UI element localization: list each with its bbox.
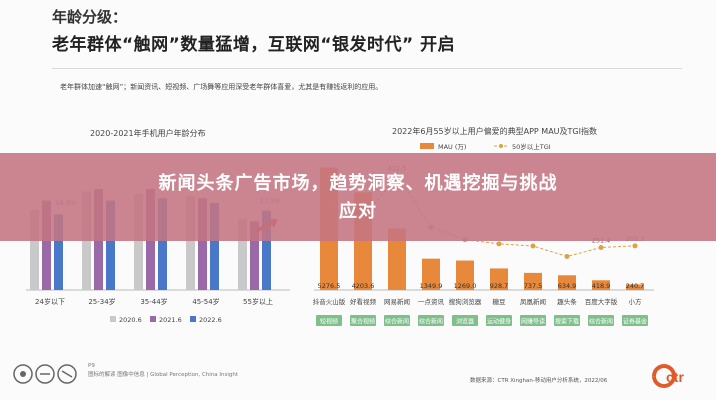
footer-page: P9 <box>88 363 95 369</box>
right-x-tick: 抖音火山版 <box>313 297 346 306</box>
left-bar <box>186 196 195 290</box>
category-tag <box>316 315 342 326</box>
category-tag-label: 综合新闻 <box>385 318 409 326</box>
right-x-tick: 一点资讯 <box>418 297 445 306</box>
left-legend-label: 2020.6 <box>119 316 142 324</box>
mau-bar <box>524 272 542 290</box>
ctr-logo: ctr <box>646 358 696 394</box>
right-legend-label: 50岁以上TGI <box>512 142 551 151</box>
right-x-tick: 糖豆 <box>493 297 507 306</box>
mau-value-label: 928.7 <box>490 282 509 290</box>
category-tag <box>350 315 376 326</box>
mau-bar <box>558 275 576 290</box>
left-bar <box>134 193 143 290</box>
category-tag-label: 聚合视频 <box>351 318 375 326</box>
title-divider <box>52 68 682 69</box>
left-legend-swatch <box>150 316 156 322</box>
tgi-point <box>530 243 536 249</box>
category-tag-label: 综合新闻 <box>589 318 613 326</box>
left-bar <box>210 202 219 290</box>
left-x-tick: 45-54岁 <box>192 297 219 306</box>
category-tag <box>486 315 512 326</box>
right-legend-point <box>499 144 503 148</box>
left-bar <box>54 214 63 290</box>
right-x-tick: 网易新闻 <box>384 297 410 306</box>
right-x-tick: 好看视频 <box>350 297 377 306</box>
left-legend-label: 2021.6 <box>159 316 182 324</box>
category-tag <box>554 315 580 326</box>
left-legend-swatch <box>190 316 196 322</box>
right-x-tick: 百度大字版 <box>585 297 618 306</box>
mau-value-label: 634.9 <box>558 282 577 290</box>
right-x-tick: 小方 <box>629 297 643 306</box>
left-x-tick: 24岁以下 <box>35 297 65 306</box>
left-bar <box>158 198 167 290</box>
overlay-banner <box>0 153 716 241</box>
left-bar <box>106 200 115 290</box>
footer-source-left: 图标的解读 图像中信息 <box>88 372 145 378</box>
left-chart-title: 2020-2021年手机用户年龄分布 <box>90 129 206 138</box>
cc-license-icons <box>12 362 82 390</box>
mau-value-label: 418.9 <box>592 282 611 290</box>
category-tag <box>588 315 614 326</box>
left-x-tick: 25-34岁 <box>88 297 115 306</box>
tgi-point <box>496 241 502 247</box>
category-tag-label: 网赚导读 <box>521 318 545 326</box>
left-legend-swatch <box>110 316 116 322</box>
category-tag <box>520 315 546 326</box>
right-chart-title: 2022年6月55岁以上用户偏爱的典型APP MAU及TGI指数 <box>392 127 597 136</box>
tgi-point <box>598 244 604 250</box>
category-tag-label: 证券基金 <box>623 318 647 326</box>
footer-left: P9 图标的解读 图像中信息 | Global Perception, Chin… <box>88 362 238 380</box>
category-tag-label: 综合新闻 <box>419 318 443 326</box>
mau-value-label: 240.7 <box>626 282 645 290</box>
mau-value-label: 4203.6 <box>352 282 375 290</box>
left-bar <box>42 200 51 290</box>
left-legend-label: 2022.6 <box>199 316 222 324</box>
category-tag-label: 搜索下载 <box>555 318 579 326</box>
footer-source-left2: | Global Perception, China Insight <box>146 372 239 378</box>
tgi-point <box>564 253 570 259</box>
mau-value-label: 5276.5 <box>318 282 341 290</box>
mau-value-label: 737.5 <box>524 282 543 290</box>
page-title: 老年群体“触网”数量猛增，互联网“银发时代” 开启 <box>52 35 456 55</box>
left-bar <box>250 221 259 290</box>
right-x-tick: 凤凰新闻 <box>520 297 546 306</box>
left-bar <box>238 218 247 290</box>
mau-bar <box>626 284 644 290</box>
footer-source: 数据来源：CTR Xinghan-移动用户分析系统，2022/06 <box>470 378 608 384</box>
tgi-line <box>328 174 636 257</box>
category-tag-label: 短视频 <box>320 318 338 326</box>
mau-bar <box>422 258 440 290</box>
left-bar <box>198 198 207 290</box>
banner-line-1: 新闻头条广告市场，趋势洞察、机遇挖掘与挑战 <box>158 173 558 194</box>
category-tag <box>384 315 410 326</box>
category-tag <box>418 315 444 326</box>
right-x-tick: 趣头条 <box>557 297 577 306</box>
category-tag-label: 浏览器 <box>456 318 474 326</box>
mau-bar <box>456 260 474 290</box>
left-x-tick: 55岁以上 <box>243 297 273 306</box>
description-text: 老年群体加速“触网”；新闻资讯、短视频、广场舞等应用深受老年群体喜爱，尤其是有赚… <box>60 83 383 91</box>
section-title: 年龄分级： <box>52 8 128 26</box>
svg-text:ctr: ctr <box>666 369 684 385</box>
left-bar <box>30 209 39 290</box>
mau-bar <box>490 268 508 290</box>
mau-value-label: 1349.9 <box>420 282 443 290</box>
category-tag <box>622 315 648 326</box>
banner-line-2: 应对 <box>339 201 377 222</box>
mau-value-label: 1269.0 <box>454 282 477 290</box>
mau-bar <box>388 228 406 290</box>
right-x-tick: 搜狗浏览器 <box>449 297 482 306</box>
left-bar <box>262 210 271 290</box>
right-legend-label: MAU (万) <box>438 143 466 151</box>
overlay-banner-text: 新闻头条广告市场，趋势洞察、机遇挖掘与挑战 应对 <box>0 170 716 226</box>
category-tag <box>452 315 478 326</box>
left-x-tick: 35-44岁 <box>140 297 167 306</box>
tgi-point <box>632 243 638 249</box>
mau-bar <box>592 280 610 290</box>
category-tag-label: 运动健身 <box>487 318 511 326</box>
right-legend-swatch <box>420 143 434 149</box>
